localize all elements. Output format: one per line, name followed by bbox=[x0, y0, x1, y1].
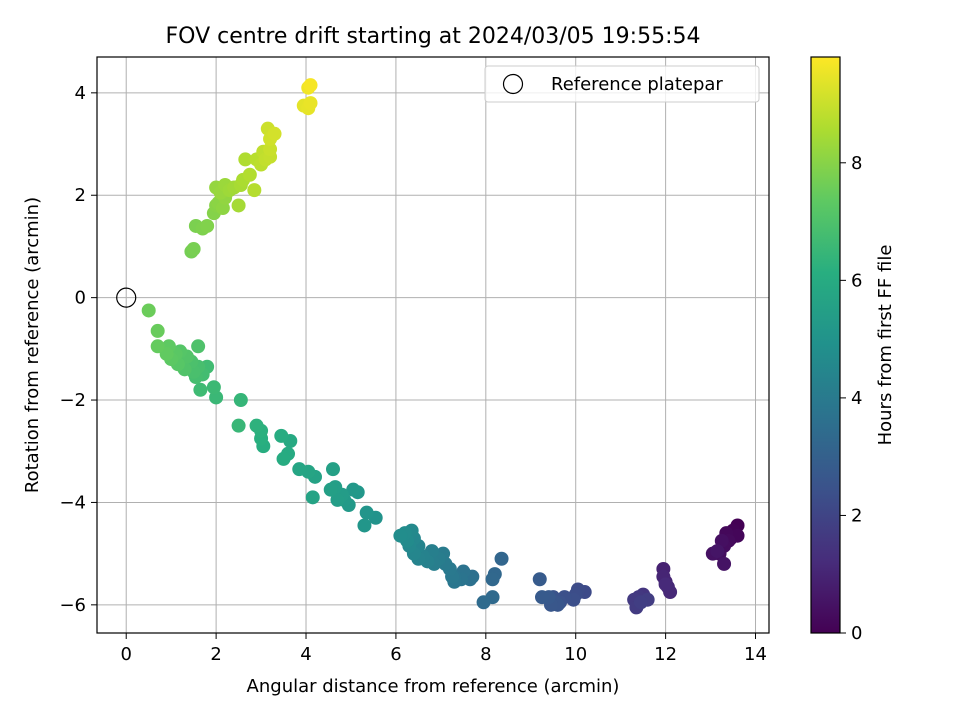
data-point bbox=[710, 544, 725, 559]
data-point bbox=[191, 339, 206, 354]
y-tick-label: −6 bbox=[59, 595, 86, 616]
data-point bbox=[249, 418, 264, 433]
data-point bbox=[305, 490, 320, 505]
colorbar: 0 2 4 6 8 Hours from first FF file bbox=[810, 56, 896, 644]
data-point bbox=[267, 126, 282, 141]
data-point bbox=[325, 462, 340, 477]
data-point bbox=[494, 551, 509, 566]
x-axis-label: Angular distance from reference (arcmin) bbox=[247, 676, 620, 697]
data-point bbox=[357, 518, 372, 533]
colorbar-tick-label: 0 bbox=[851, 623, 862, 644]
data-point bbox=[193, 382, 208, 397]
colorbar-tick-label: 8 bbox=[851, 153, 862, 174]
data-point bbox=[532, 572, 547, 587]
data-point bbox=[231, 418, 246, 433]
data-point bbox=[200, 218, 215, 233]
x-tick-label: 8 bbox=[480, 644, 491, 665]
data-point bbox=[263, 142, 278, 157]
data-point bbox=[274, 428, 289, 443]
plot-frame bbox=[96, 56, 770, 634]
colorbar-gradient bbox=[810, 56, 841, 634]
data-point bbox=[292, 462, 307, 477]
colorbar-tick-label: 2 bbox=[851, 505, 862, 526]
data-point bbox=[247, 183, 262, 198]
data-point bbox=[233, 393, 248, 408]
data-point bbox=[276, 451, 291, 466]
data-point bbox=[346, 482, 361, 497]
x-tick-label: 0 bbox=[120, 644, 131, 665]
data-point bbox=[141, 303, 156, 318]
y-tick-label: 4 bbox=[75, 83, 86, 104]
x-axis-ticks: 0 2 4 6 8 10 12 14 bbox=[120, 633, 767, 665]
y-tick-label: 0 bbox=[75, 288, 86, 309]
legend-reference-marker bbox=[502, 73, 524, 95]
legend-label: Reference platepar bbox=[551, 74, 723, 95]
data-point bbox=[633, 595, 648, 610]
colorbar-label: Hours from first FF file bbox=[875, 245, 896, 446]
data-point bbox=[242, 167, 257, 182]
colorbar-tick-label: 6 bbox=[851, 270, 862, 291]
data-point bbox=[476, 595, 491, 610]
data-point bbox=[359, 505, 374, 520]
data-point bbox=[186, 242, 201, 256]
data-point bbox=[231, 198, 246, 213]
data-point bbox=[150, 323, 165, 338]
chart-title: FOV centre drift starting at 2024/03/05 … bbox=[166, 24, 701, 49]
y-axis-ticks: −6 −4 −2 0 2 4 bbox=[59, 83, 97, 616]
y-tick-label: −2 bbox=[59, 390, 86, 411]
x-tick-label: 14 bbox=[744, 644, 767, 665]
data-point bbox=[658, 577, 673, 592]
data-point bbox=[330, 492, 345, 507]
data-point bbox=[206, 380, 221, 395]
data-point bbox=[303, 78, 318, 93]
data-point bbox=[393, 528, 408, 543]
x-tick-label: 12 bbox=[654, 644, 677, 665]
data-point bbox=[323, 482, 338, 497]
x-tick-label: 4 bbox=[300, 644, 311, 665]
data-point bbox=[303, 96, 318, 111]
reference-marker-layer bbox=[116, 287, 137, 308]
x-tick-label: 10 bbox=[564, 644, 587, 665]
data-points bbox=[141, 78, 745, 615]
y-tick-label: 2 bbox=[75, 185, 86, 206]
data-point bbox=[485, 572, 500, 587]
data-point bbox=[150, 339, 165, 354]
y-axis-label: Rotation from reference (arcmin) bbox=[22, 197, 43, 493]
reference-platepar-marker bbox=[116, 287, 137, 308]
legend-box bbox=[484, 65, 760, 103]
colorbar-tick-label: 4 bbox=[851, 388, 862, 409]
data-point bbox=[535, 590, 550, 605]
data-point bbox=[717, 556, 732, 571]
y-tick-label: −4 bbox=[59, 492, 86, 513]
colorbar-ticks: 0 2 4 6 8 bbox=[840, 153, 862, 644]
x-tick-label: 6 bbox=[390, 644, 401, 665]
x-tick-label: 2 bbox=[210, 644, 221, 665]
legend: Reference platepar bbox=[484, 65, 760, 103]
data-point bbox=[238, 152, 253, 167]
